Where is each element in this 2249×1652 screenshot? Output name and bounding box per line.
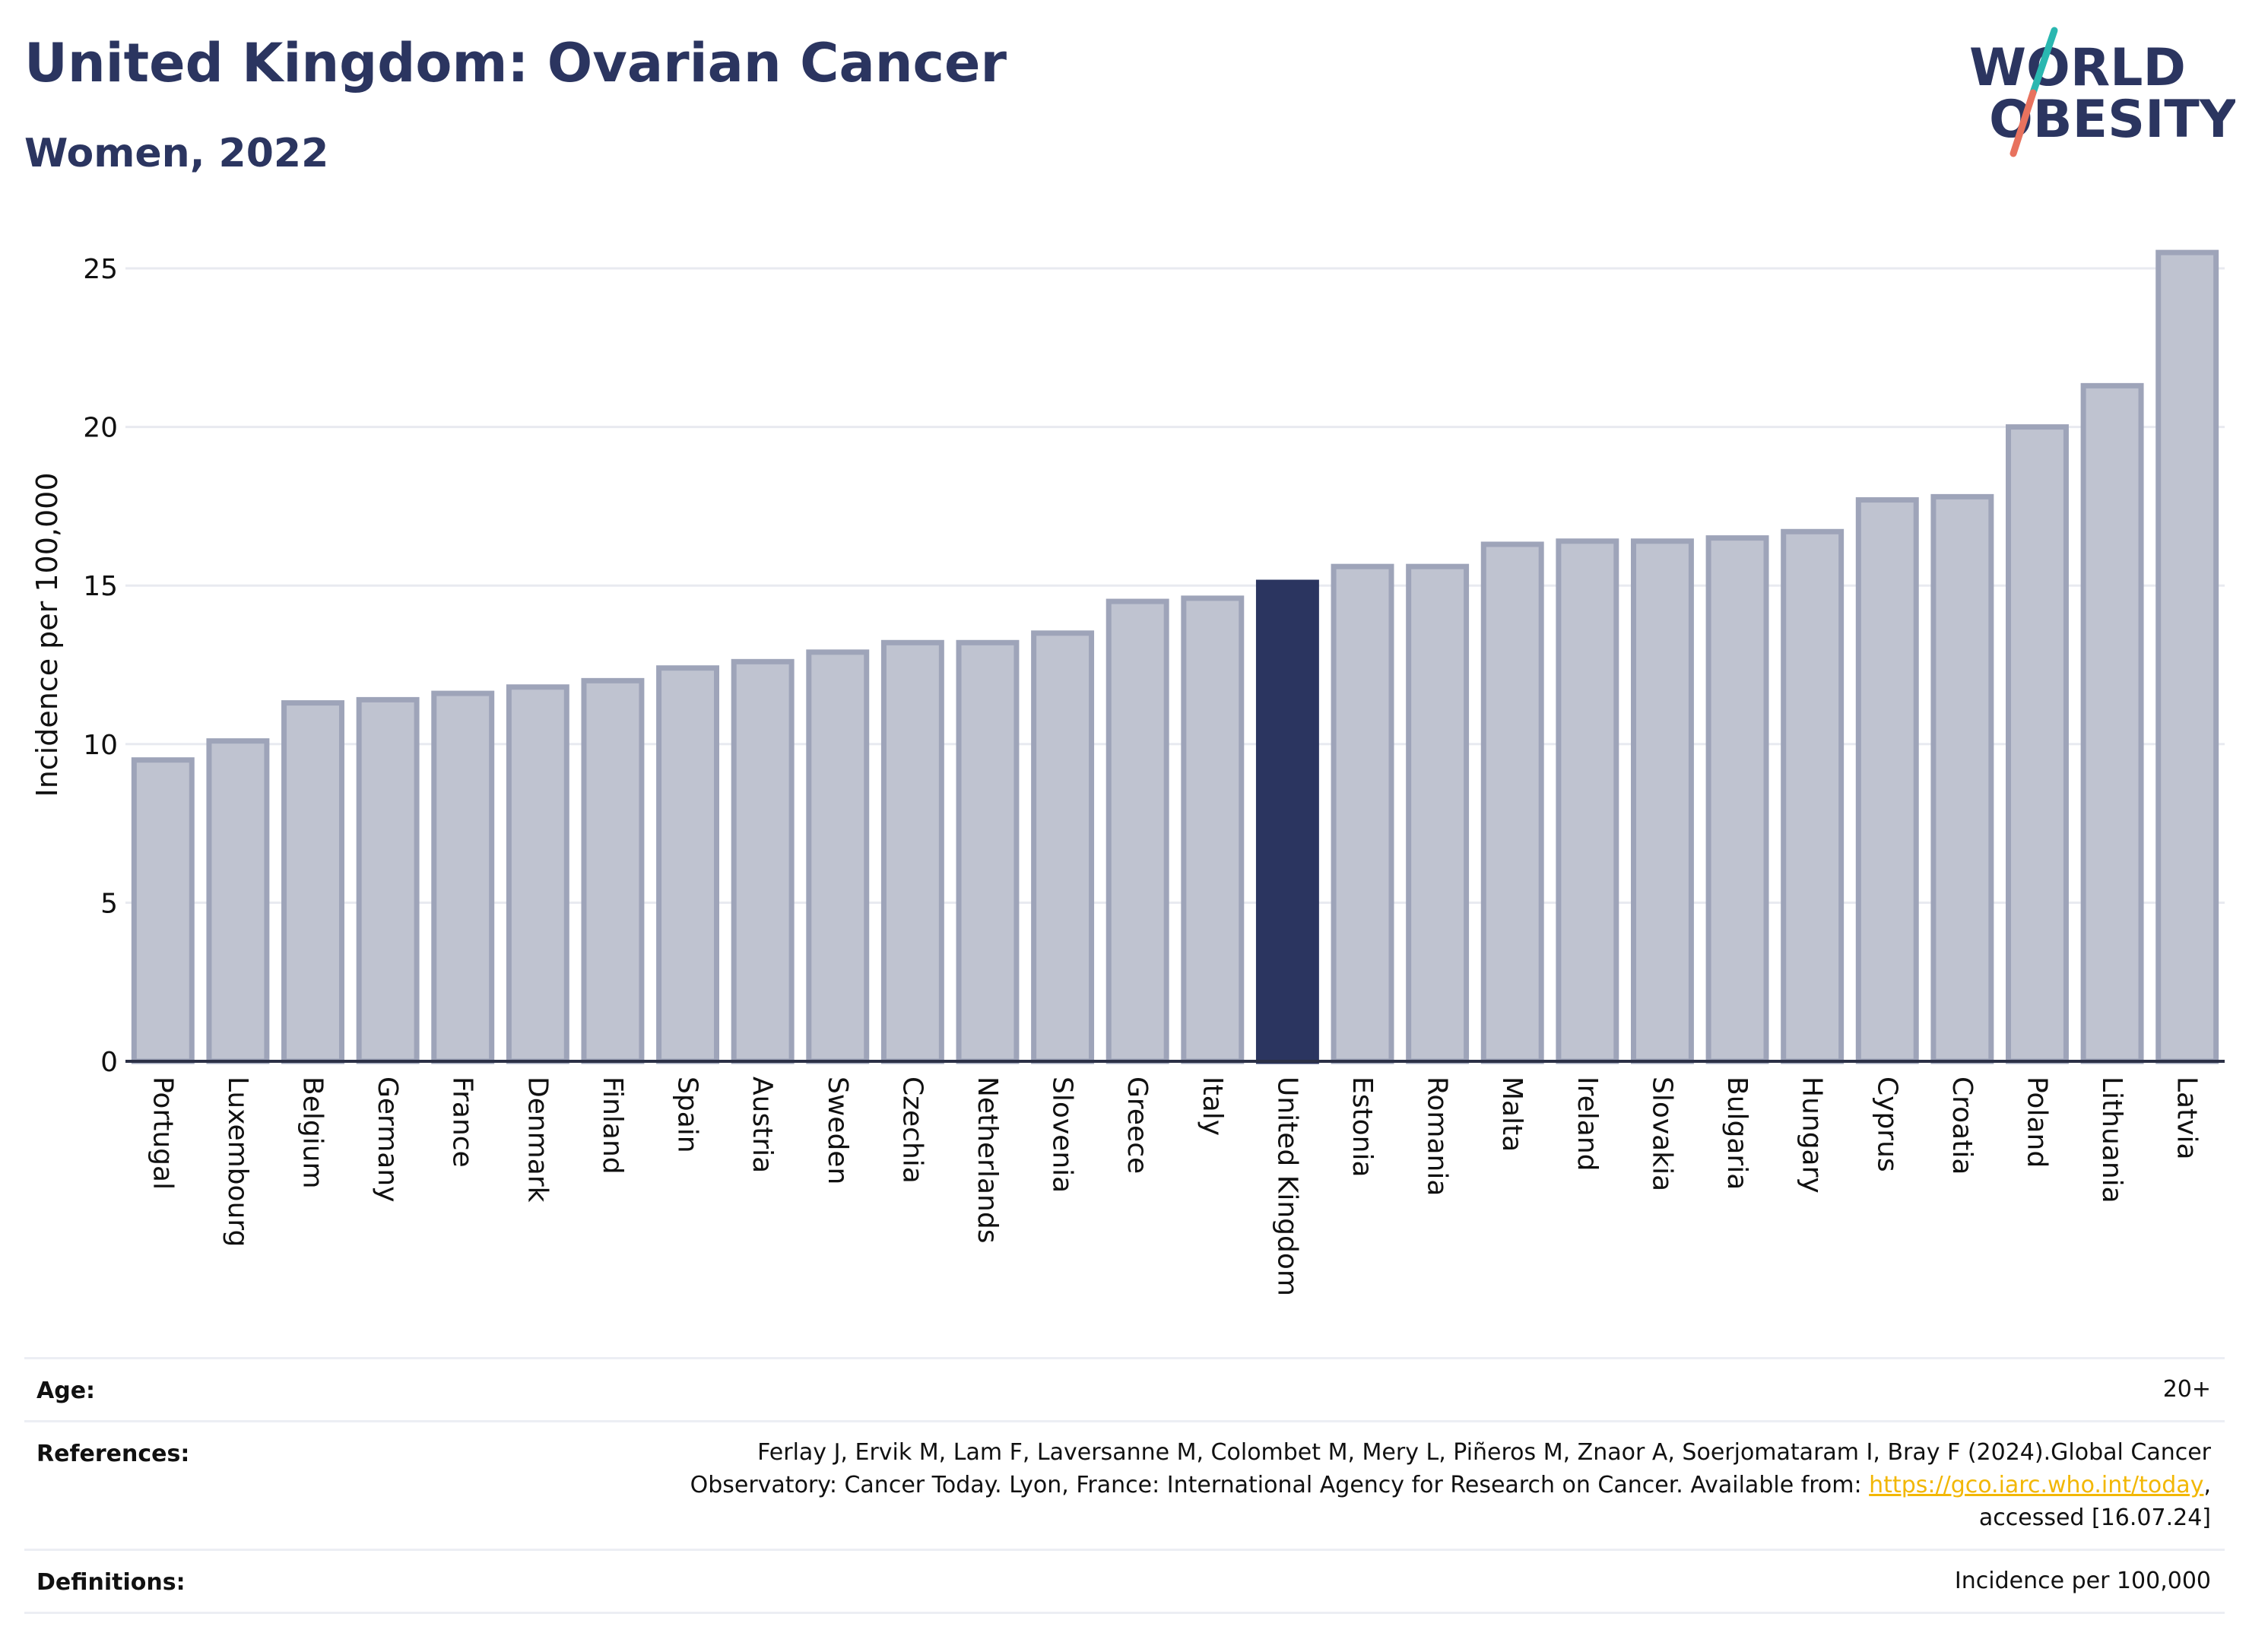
bar-chart: 0 5 10 15 20 25 Portugal Luxembourg Belgium Germa… xyxy=(30,249,2225,1296)
logo-text-world: WORLD xyxy=(1969,38,2186,98)
definitions-value: Incidence per 100,000 xyxy=(1954,1568,2211,1594)
x-tick-label: Bulgaria xyxy=(1721,1076,1753,1190)
x-tick-label: Czechia xyxy=(896,1076,928,1184)
bar-estonia xyxy=(1331,563,1394,1064)
y-tick-label: 20 xyxy=(83,413,118,444)
x-tick-label: Austria xyxy=(747,1076,778,1173)
bar-greece xyxy=(1105,598,1169,1064)
bar-portugal xyxy=(131,757,195,1064)
x-tick-label: Hungary xyxy=(1797,1076,1828,1194)
references-value: Ferlay J, Ervik M, Lam F, Laversanne M, … xyxy=(690,1436,2211,1534)
divider xyxy=(24,1420,2225,1422)
references-link[interactable]: https://gco.iarc.who.int/today xyxy=(1869,1472,2204,1498)
bar-czechia xyxy=(880,639,944,1064)
x-tick-label: Latvia xyxy=(2171,1076,2203,1160)
y-tick-label: 0 xyxy=(100,1047,118,1078)
logo-slash-teal xyxy=(2029,27,2058,97)
bar-cyprus xyxy=(1855,497,1919,1064)
bar-lithuania xyxy=(2080,382,2144,1064)
bar-poland xyxy=(2006,424,2069,1064)
definitions-label: Definitions: xyxy=(36,1569,186,1596)
x-tick-label: Slovenia xyxy=(1047,1076,1078,1193)
references-line-2: Observatory: Cancer Today. Lyon, France:… xyxy=(690,1469,2211,1501)
bar-finland xyxy=(581,677,645,1064)
y-tick-label: 10 xyxy=(83,730,118,761)
bar-hungary xyxy=(1781,528,1845,1064)
bar-germany xyxy=(356,696,420,1064)
x-tick-label: United Kingdom xyxy=(1271,1076,1302,1296)
bar-united-kingdom xyxy=(1255,579,1319,1064)
x-tick-label: Malta xyxy=(1496,1076,1527,1152)
bar-belgium xyxy=(281,700,344,1064)
bar-spain xyxy=(656,665,720,1064)
axes: 0 5 10 15 20 25 Portugal Luxembourg Belgium Germa… xyxy=(83,254,2225,1296)
y-tick-label: 25 xyxy=(83,254,118,285)
logo-slash-coral xyxy=(2010,89,2037,157)
bar-netherlands xyxy=(956,639,1020,1064)
bar-latvia xyxy=(2155,249,2219,1064)
x-tick-label: Netherlands xyxy=(972,1076,1003,1243)
x-tick-label: Romania xyxy=(1422,1076,1453,1196)
x-tick-label: Cyprus xyxy=(1871,1076,1902,1172)
x-tick-label: Finland xyxy=(597,1076,628,1175)
bar-slovakia xyxy=(1630,538,1694,1064)
x-tick-label: Luxembourg xyxy=(222,1076,253,1247)
x-tick-label: Ireland xyxy=(1572,1076,1603,1172)
x-tick-label: France xyxy=(447,1076,478,1168)
x-tick-label: Germany xyxy=(372,1076,403,1202)
world-obesity-logo: WORLD OBESITY xyxy=(1969,27,2235,157)
divider xyxy=(24,1549,2225,1551)
references-line-3: accessed [16.07.24] xyxy=(1978,1505,2211,1531)
y-tick-label: 5 xyxy=(100,888,118,919)
y-tick-label: 15 xyxy=(83,571,118,602)
bar-bulgaria xyxy=(1705,535,1769,1064)
x-tick-label: Croatia xyxy=(1946,1076,1978,1175)
x-tick-label: Lithuania xyxy=(2096,1076,2127,1203)
bar-denmark xyxy=(506,684,569,1064)
bar-italy xyxy=(1181,595,1245,1064)
age-label: Age: xyxy=(36,1378,96,1404)
bar-sweden xyxy=(806,649,870,1064)
divider xyxy=(24,1612,2225,1614)
bar-malta xyxy=(1480,541,1544,1064)
bar-romania xyxy=(1406,563,1470,1064)
x-tick-label: Spain xyxy=(672,1076,703,1153)
references-label: References: xyxy=(36,1441,190,1467)
x-tick-label: Estonia xyxy=(1347,1076,1378,1178)
x-tick-label: Sweden xyxy=(822,1076,853,1184)
x-tick-label: Portugal xyxy=(147,1076,178,1190)
references-line-1: Ferlay J, Ervik M, Lam F, Laversanne M, … xyxy=(757,1439,2211,1466)
page-subtitle: Women, 2022 xyxy=(24,131,329,176)
references-line-2-text: Observatory: Cancer Today. Lyon, France:… xyxy=(690,1472,1870,1498)
x-tick-label: Denmark xyxy=(522,1076,553,1203)
x-tick-label: Greece xyxy=(1121,1076,1153,1174)
x-tick-label: Italy xyxy=(1197,1076,1228,1136)
bar-slovenia xyxy=(1031,630,1095,1064)
x-tick-label: Slovakia xyxy=(1646,1076,1677,1191)
x-tick-label: Poland xyxy=(2021,1076,2052,1168)
bar-luxembourg xyxy=(206,738,270,1064)
page-title: United Kingdom: Ovarian Cancer xyxy=(24,32,1007,94)
x-tick-label: Belgium xyxy=(297,1076,328,1189)
references-line-2-end: , xyxy=(2203,1472,2211,1498)
bars xyxy=(131,249,2219,1064)
y-axis-label: Incidence per 100,000 xyxy=(30,472,64,797)
bar-croatia xyxy=(1930,493,1994,1064)
divider xyxy=(24,1357,2225,1359)
bar-ireland xyxy=(1556,538,1619,1064)
age-value: 20+ xyxy=(2162,1376,2211,1403)
bar-austria xyxy=(731,658,795,1064)
bar-france xyxy=(431,690,495,1064)
